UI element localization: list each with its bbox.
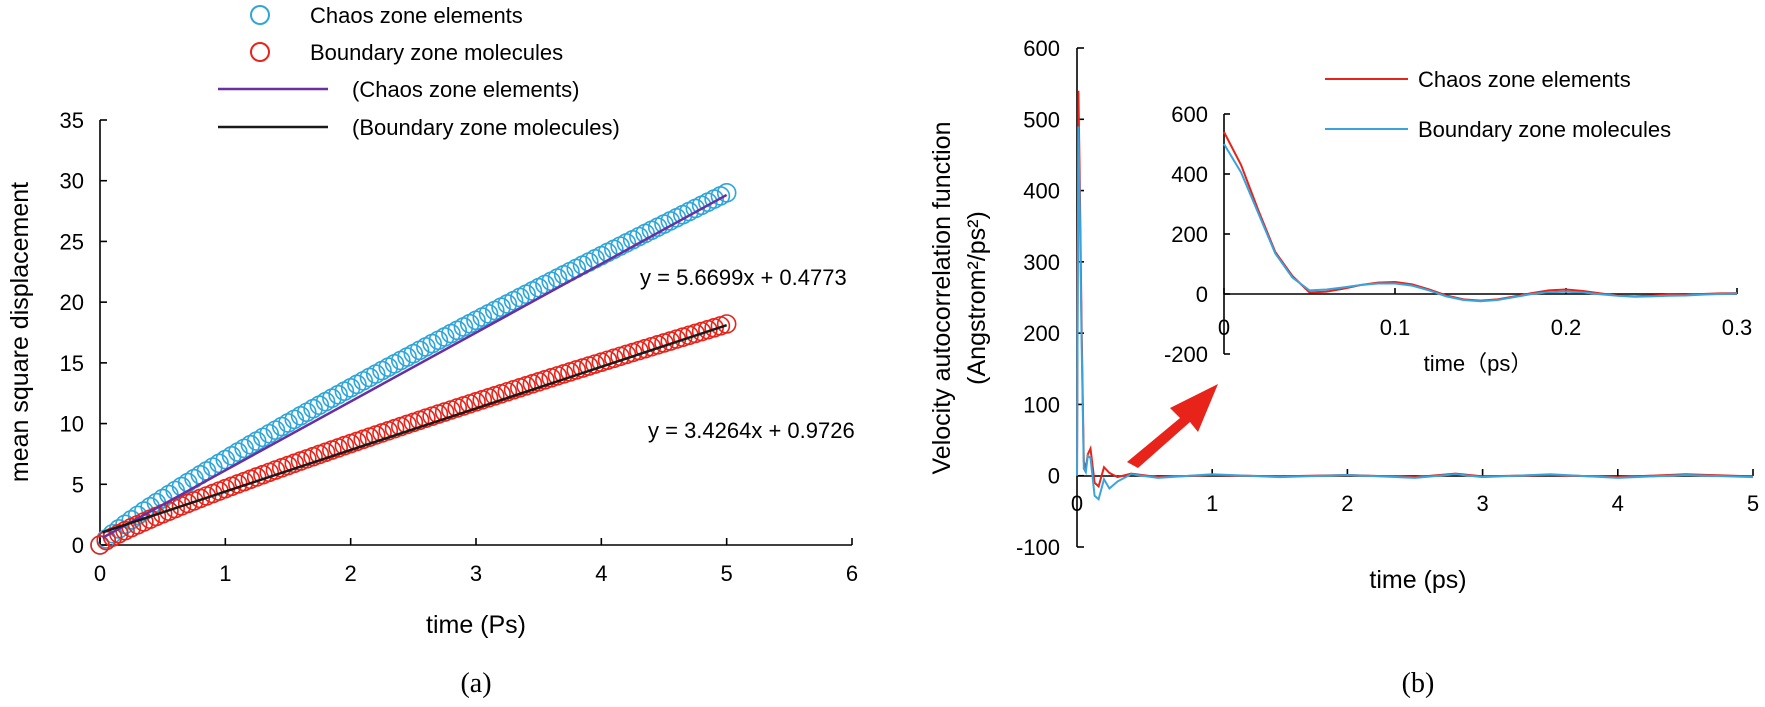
- a-x-axis-label: time (Ps): [426, 611, 526, 639]
- a-y-tick-label: 5: [72, 472, 84, 497]
- b-y-tick-label: 0: [1048, 464, 1060, 489]
- a-data-point: [716, 183, 737, 203]
- b-inset-chart: 0 0.1 0.2 0.3 -200 0 200 400 600 time（ps）: [1164, 102, 1752, 376]
- a-fit-line-boundary: [102, 323, 728, 534]
- a-legend-boundary-marker: [250, 42, 270, 62]
- a-legend-chaos-fit-label: (Chaos zone elements): [352, 77, 579, 102]
- b-y-tick-label: 400: [1023, 179, 1060, 204]
- b-x-axis-label: time (ps): [1369, 566, 1466, 594]
- b-y-tick-label: 100: [1023, 392, 1060, 417]
- a-legend-boundary-fit-label: (Boundary zone molecules): [352, 115, 620, 140]
- inset-series-line-chaos: [1223, 131, 1738, 302]
- a-y-tick-label: 25: [60, 229, 84, 254]
- a-x-tick-label: 1: [219, 561, 231, 586]
- inset-x-tick-label: 0: [1218, 315, 1230, 340]
- b-y-tick-label: 500: [1023, 107, 1060, 132]
- a-y-tick-label: 20: [60, 290, 84, 315]
- b-legend: Chaos zone elements Boundary zone molecu…: [1325, 67, 1671, 142]
- a-x-tick-label: 2: [345, 561, 357, 586]
- a-y-tick-label: 30: [60, 169, 84, 194]
- b-legend-chaos-label: Chaos zone elements: [1418, 67, 1631, 92]
- a-x-tick-label: 5: [721, 561, 733, 586]
- b-series: [1076, 90, 1754, 502]
- inset-x-axis-label: time（ps）: [1424, 351, 1533, 376]
- b-y-tick-label: 300: [1023, 250, 1060, 275]
- inset-x-tick-label: 0.2: [1551, 315, 1582, 340]
- inset-y-tick-label: 200: [1171, 222, 1208, 247]
- b-x-tick-label: 5: [1747, 491, 1759, 516]
- b-y-tick-label: -100: [1016, 535, 1060, 560]
- a-caption: (a): [460, 668, 491, 699]
- b-legend-boundary-label: Boundary zone molecules: [1418, 117, 1671, 142]
- a-equation-boundary: y = 3.4264x + 0.9726: [648, 418, 855, 443]
- a-legend: Chaos zone elements Boundary zone molecu…: [218, 3, 620, 140]
- b-x-tick-label: 1: [1206, 491, 1218, 516]
- a-data-point: [171, 476, 192, 497]
- inset-y-tick-label: 400: [1171, 162, 1208, 187]
- panel-a-msd-chart: 0 1 2 3 4 5 6 0 5 10 15 20 25 30 35 Chaos zone elemen…: [6, 3, 858, 699]
- b-y-tick-label: 600: [1023, 36, 1060, 61]
- panel-b-vacf-chart: 0 1 2 3 4 5 -100 0 100 200 300 400 500 600 0 0.1 0.2 0.…: [928, 36, 1759, 699]
- inset-series: [1223, 131, 1738, 303]
- b-x-tick-label: 3: [1476, 491, 1488, 516]
- a-y-tick-label: 35: [60, 108, 84, 133]
- inset-y-tick-label: -200: [1164, 342, 1208, 367]
- a-legend-boundary-label: Boundary zone molecules: [310, 40, 563, 65]
- b-caption: (b): [1402, 668, 1435, 699]
- a-y-tick-label: 10: [60, 412, 84, 437]
- b-y-axis-label-line2: (Angstrom²/ps²): [963, 211, 991, 385]
- a-x-tick-label: 6: [846, 561, 858, 586]
- b-y-axis-label-line1: Velocity autocorrelation function: [928, 122, 956, 475]
- b-x-tick-label: 2: [1341, 491, 1353, 516]
- b-x-ticks: 0 1 2 3 4 5: [1071, 469, 1759, 516]
- inset-x-tick-label: 0.1: [1380, 315, 1411, 340]
- a-fit-line-chaos: [101, 193, 728, 539]
- inset-y-tick-label: 0: [1196, 282, 1208, 307]
- a-legend-chaos-label: Chaos zone elements: [310, 3, 523, 28]
- inset-x-tick-label: 0.3: [1722, 315, 1753, 340]
- b-y-ticks: -100 0 100 200 300 400 500 600: [1016, 36, 1084, 560]
- zoom-arrow-icon: [1127, 384, 1218, 468]
- inset-series-line-boundary: [1223, 143, 1738, 303]
- a-series: [90, 183, 737, 555]
- a-y-tick-label: 15: [60, 351, 84, 376]
- a-y-tick-label: 0: [72, 533, 84, 558]
- a-x-ticks: 0 1 2 3 4 5 6: [94, 538, 858, 586]
- a-x-tick-label: 4: [595, 561, 607, 586]
- b-y-tick-label: 200: [1023, 321, 1060, 346]
- a-data-point: [228, 442, 248, 462]
- b-x-tick-label: 4: [1612, 491, 1624, 516]
- inset-y-tick-label: 600: [1171, 102, 1208, 127]
- b-series-line-boundary: [1076, 126, 1754, 502]
- a-equation-chaos: y = 5.6699x + 0.4773: [640, 265, 847, 290]
- a-x-tick-label: 0: [94, 561, 106, 586]
- a-legend-chaos-marker: [250, 5, 270, 25]
- inset-y-ticks: -200 0 200 400 600: [1164, 102, 1230, 367]
- a-x-tick-label: 3: [470, 561, 482, 586]
- a-data-point: [716, 314, 737, 334]
- b-x-tick-label: 0: [1071, 491, 1083, 516]
- a-y-ticks: 0 5 10 15 20 25 30 35: [60, 108, 107, 558]
- a-y-axis-label: mean square displacement: [6, 182, 34, 482]
- inset-x-ticks: 0 0.1 0.2 0.3: [1218, 288, 1752, 340]
